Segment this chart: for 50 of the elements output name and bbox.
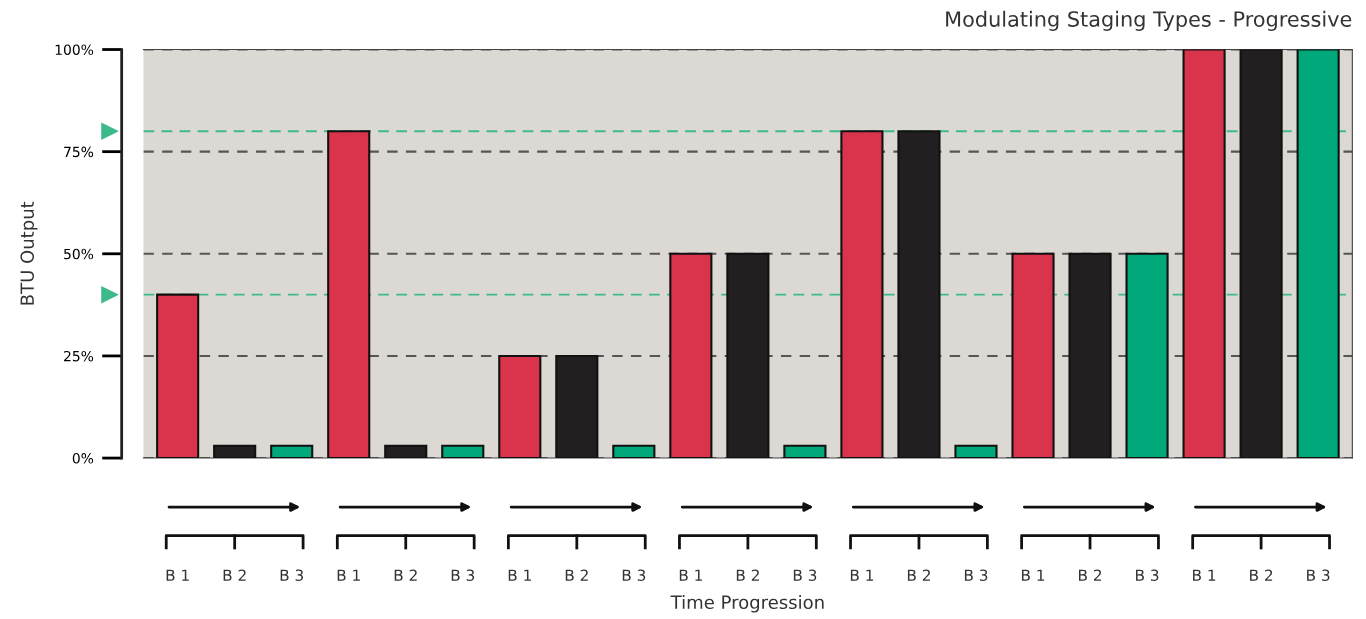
x-tick-label: B 1 bbox=[508, 569, 531, 581]
y-axis-title: BTU Output bbox=[20, 201, 38, 305]
x-tick-label: B 3 bbox=[793, 569, 817, 581]
x-tick-label: B 2 bbox=[565, 569, 588, 581]
bar bbox=[270, 444, 314, 459]
x-tick-label: B 3 bbox=[280, 569, 303, 581]
y-tick-label: 25% bbox=[64, 350, 94, 362]
x-tick-label: B 1 bbox=[166, 569, 189, 581]
bar bbox=[498, 354, 542, 459]
x-tick-label: B 2 bbox=[394, 569, 417, 581]
x-tick-label: B 3 bbox=[1136, 569, 1159, 581]
x-tick-label: B 2 bbox=[1079, 569, 1102, 581]
bar bbox=[1125, 252, 1169, 459]
x-tick-label: B 2 bbox=[223, 569, 246, 581]
y-tick-label: 0% bbox=[72, 453, 94, 464]
x-tick-label: B 1 bbox=[1193, 569, 1216, 581]
y-tick-label: 50% bbox=[64, 248, 94, 260]
x-tick-label: B 2 bbox=[736, 569, 759, 581]
bar bbox=[840, 130, 884, 459]
bar bbox=[612, 444, 656, 459]
x-tick-label: B 3 bbox=[964, 569, 988, 581]
bar bbox=[669, 252, 713, 459]
bar bbox=[1296, 49, 1340, 459]
bar bbox=[156, 293, 200, 459]
x-axis-title: Time Progression bbox=[670, 595, 824, 613]
bar bbox=[783, 444, 827, 459]
x-tick-label: B 1 bbox=[1021, 569, 1045, 581]
x-tick-label: B 1 bbox=[850, 569, 874, 581]
x-tick-label: B 1 bbox=[679, 569, 702, 581]
bar bbox=[384, 444, 428, 459]
x-tick-label: B 3 bbox=[622, 569, 646, 581]
bar bbox=[441, 444, 485, 459]
bar bbox=[897, 130, 941, 459]
chart-title: Modulating Staging Types - Progressive bbox=[946, 10, 1352, 31]
x-tick-label: B 3 bbox=[451, 569, 475, 581]
x-tick-label: B 2 bbox=[1250, 569, 1273, 581]
bar bbox=[1011, 252, 1055, 459]
x-tick-label: B 2 bbox=[907, 569, 930, 581]
x-tick-label: B 1 bbox=[337, 569, 360, 581]
y-tick-label: 75% bbox=[64, 146, 94, 158]
bar bbox=[213, 444, 257, 459]
bar bbox=[954, 444, 998, 459]
bar bbox=[1068, 252, 1112, 459]
bar bbox=[327, 130, 371, 459]
bar bbox=[555, 354, 599, 459]
bar bbox=[1239, 49, 1283, 459]
bar bbox=[726, 252, 770, 459]
x-tick-label: B 3 bbox=[1307, 569, 1330, 581]
y-tick-label: 100% bbox=[55, 44, 94, 55]
bar bbox=[1182, 49, 1226, 459]
